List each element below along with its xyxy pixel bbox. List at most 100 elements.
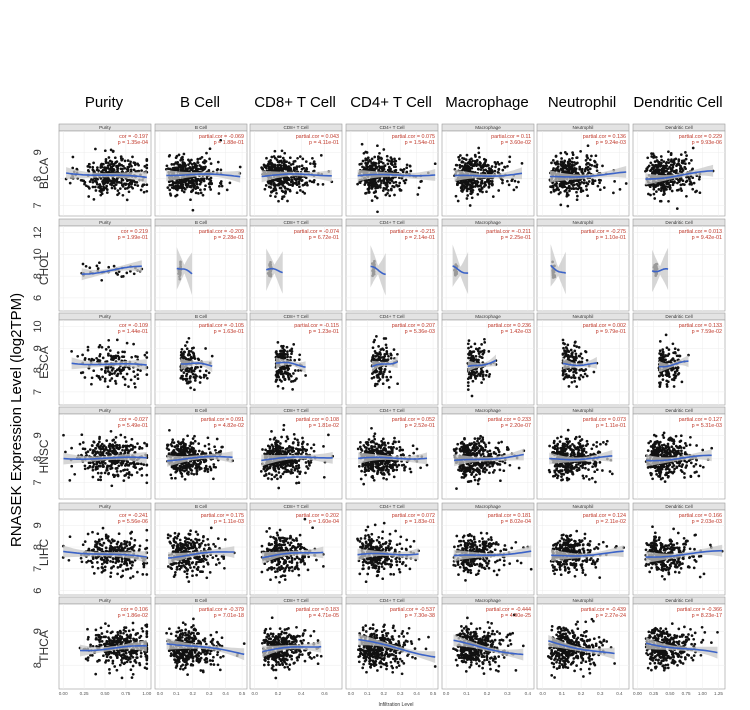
data-point <box>123 182 126 186</box>
strip-label: Macrophage <box>475 314 501 319</box>
data-point <box>385 346 388 350</box>
data-point <box>657 188 661 191</box>
data-point <box>563 376 567 379</box>
data-point <box>483 341 487 344</box>
data-point <box>132 465 136 468</box>
data-point <box>126 468 129 472</box>
data-point <box>515 185 518 189</box>
data-point <box>189 184 193 188</box>
data-point <box>382 337 386 340</box>
data-point <box>386 358 390 361</box>
data-point <box>573 349 577 353</box>
regression-curve <box>65 172 147 179</box>
data-point <box>681 183 685 186</box>
data-point <box>568 162 572 166</box>
data-point <box>286 368 290 372</box>
data-point <box>584 349 587 353</box>
data-point <box>677 371 681 375</box>
strip-label: Neutrophil <box>573 220 594 225</box>
data-point <box>304 168 307 172</box>
data-point <box>300 164 304 168</box>
data-point <box>264 184 268 187</box>
regression-curve <box>166 173 241 178</box>
data-point <box>468 163 472 166</box>
data-point <box>484 183 487 187</box>
data-point <box>181 183 185 187</box>
data-point <box>145 163 149 167</box>
data-point <box>478 189 482 193</box>
data-point <box>191 437 195 440</box>
data-point <box>377 345 380 348</box>
data-point <box>181 161 185 165</box>
data-point <box>136 373 139 377</box>
data-point <box>477 358 480 362</box>
data-point <box>99 185 103 188</box>
data-point <box>96 166 99 169</box>
data-point <box>135 181 139 184</box>
data-point <box>114 436 118 439</box>
data-point <box>96 267 100 270</box>
data-point <box>277 182 281 186</box>
data-point <box>274 178 277 182</box>
data-point <box>190 158 193 162</box>
data-point <box>312 180 316 184</box>
data-point <box>130 355 134 359</box>
strip-label: Purity <box>99 314 111 319</box>
data-point <box>586 182 590 186</box>
stat-pvalue: p = 2.28e-01 <box>214 235 244 241</box>
data-point <box>121 375 125 379</box>
data-point <box>178 451 182 455</box>
y-tick-label: 6 <box>32 295 44 301</box>
data-point <box>191 168 194 172</box>
data-point <box>467 352 470 356</box>
data-point <box>487 350 491 353</box>
data-point <box>590 154 593 158</box>
data-point <box>470 196 474 200</box>
data-point <box>652 166 656 170</box>
data-point <box>129 160 132 164</box>
data-point <box>283 349 287 353</box>
data-point <box>139 188 143 192</box>
data-point <box>574 352 578 356</box>
strip-label: CD8+ T Cell <box>284 314 309 319</box>
data-point <box>102 188 106 192</box>
data-point <box>482 168 486 172</box>
data-point <box>192 353 196 357</box>
data-point <box>94 447 98 450</box>
data-point <box>684 151 687 154</box>
data-point <box>109 354 113 358</box>
data-point <box>115 338 119 342</box>
data-point <box>135 471 139 474</box>
data-point <box>281 156 285 160</box>
y-tick-label: 8 <box>32 367 44 373</box>
data-point <box>184 169 188 172</box>
data-point <box>655 159 659 162</box>
data-point <box>490 169 494 172</box>
data-point <box>105 191 109 194</box>
data-point <box>184 377 187 381</box>
data-point <box>171 438 175 442</box>
data-point <box>361 159 365 163</box>
data-point <box>390 157 394 161</box>
data-point <box>371 355 375 359</box>
data-point <box>658 385 662 388</box>
data-point <box>90 376 94 380</box>
data-point <box>103 462 107 465</box>
data-point <box>652 169 656 173</box>
data-point <box>278 186 282 190</box>
data-point <box>373 349 377 353</box>
data-point <box>170 476 174 480</box>
data-point <box>659 189 663 192</box>
data-point <box>466 167 470 171</box>
data-point <box>501 168 505 172</box>
data-point <box>370 376 374 380</box>
data-point <box>182 169 185 172</box>
y-tick-label: 10 <box>32 320 44 332</box>
data-point <box>117 447 121 451</box>
data-point <box>392 348 396 351</box>
data-point <box>194 373 197 377</box>
data-point <box>289 374 293 378</box>
data-point <box>198 381 202 384</box>
